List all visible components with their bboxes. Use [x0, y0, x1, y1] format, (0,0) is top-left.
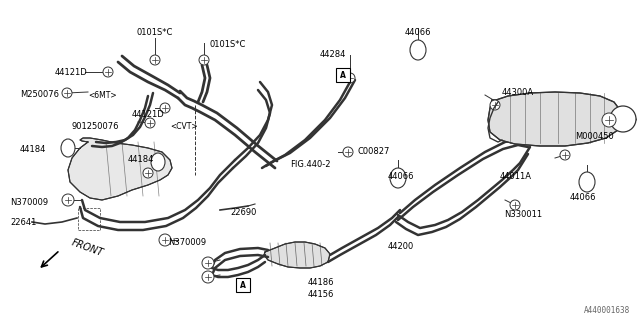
- Polygon shape: [488, 92, 622, 146]
- Circle shape: [103, 67, 113, 77]
- Circle shape: [343, 147, 353, 157]
- Circle shape: [150, 55, 160, 65]
- Text: 44186: 44186: [308, 278, 335, 287]
- Text: FRONT: FRONT: [70, 238, 105, 258]
- Text: 44066: 44066: [388, 172, 415, 181]
- Text: <CVT>: <CVT>: [170, 122, 198, 131]
- Text: N370009: N370009: [10, 198, 48, 207]
- Text: 44121D: 44121D: [132, 110, 164, 119]
- Ellipse shape: [390, 168, 406, 188]
- Text: FIG.440-2: FIG.440-2: [290, 160, 330, 169]
- Text: 22690: 22690: [230, 208, 257, 217]
- Text: A: A: [340, 70, 346, 79]
- Text: 44066: 44066: [570, 193, 596, 202]
- Circle shape: [560, 150, 570, 160]
- Text: 44011A: 44011A: [500, 172, 532, 181]
- Text: M250076: M250076: [20, 90, 59, 99]
- Circle shape: [202, 257, 214, 269]
- Text: C00827: C00827: [358, 147, 390, 156]
- Ellipse shape: [61, 139, 75, 157]
- Circle shape: [143, 168, 153, 178]
- Circle shape: [145, 118, 155, 128]
- Text: 44184: 44184: [128, 155, 154, 164]
- Text: M000450: M000450: [575, 132, 614, 141]
- Circle shape: [159, 234, 171, 246]
- Text: N330011: N330011: [504, 210, 542, 219]
- Circle shape: [610, 106, 636, 132]
- Text: A440001638: A440001638: [584, 306, 630, 315]
- Ellipse shape: [579, 172, 595, 192]
- Circle shape: [202, 271, 214, 283]
- Circle shape: [160, 103, 170, 113]
- Text: 44200: 44200: [388, 242, 414, 251]
- FancyBboxPatch shape: [336, 68, 350, 82]
- Text: 44284: 44284: [320, 50, 346, 59]
- Circle shape: [490, 100, 500, 110]
- Ellipse shape: [410, 40, 426, 60]
- Text: 44184: 44184: [20, 145, 46, 154]
- Text: 44066: 44066: [405, 28, 431, 37]
- FancyBboxPatch shape: [236, 278, 250, 292]
- Circle shape: [345, 73, 355, 83]
- Text: 44121D: 44121D: [55, 68, 88, 77]
- Polygon shape: [68, 138, 172, 200]
- Polygon shape: [264, 242, 330, 268]
- Circle shape: [62, 194, 74, 206]
- Text: A: A: [240, 281, 246, 290]
- Circle shape: [510, 200, 520, 210]
- Text: N370009: N370009: [168, 238, 206, 247]
- Text: <6MT>: <6MT>: [88, 91, 116, 100]
- Text: 901250076: 901250076: [72, 122, 120, 131]
- Circle shape: [199, 55, 209, 65]
- Circle shape: [62, 88, 72, 98]
- Text: 0101S*C: 0101S*C: [137, 28, 173, 37]
- Text: 0101S*C: 0101S*C: [210, 40, 246, 49]
- Text: 44300A: 44300A: [502, 88, 534, 97]
- Circle shape: [602, 113, 616, 127]
- Text: 22641: 22641: [10, 218, 36, 227]
- Ellipse shape: [151, 153, 165, 171]
- Text: 44156: 44156: [308, 290, 334, 299]
